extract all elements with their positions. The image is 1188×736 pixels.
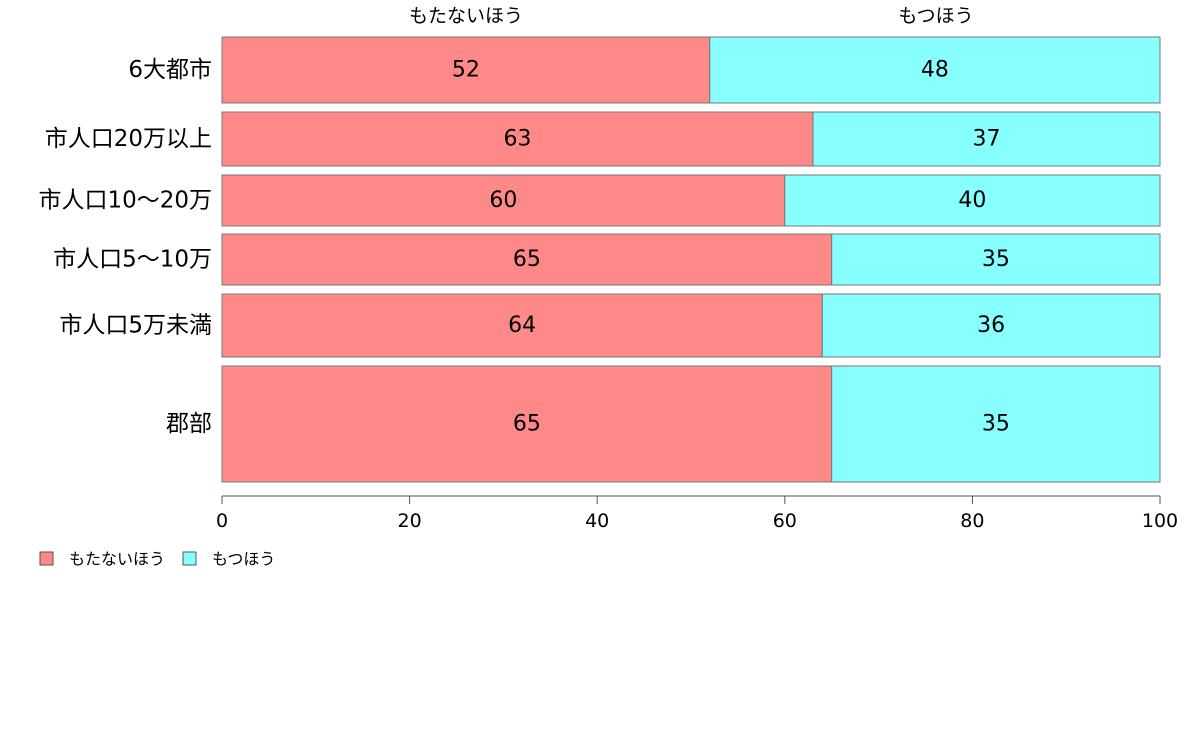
- category-label-3: 市人口5〜10万: [53, 247, 212, 273]
- segment-value-label-0-0: 52: [452, 58, 480, 83]
- segment-value-label-1-0: 48: [921, 58, 949, 83]
- bar-segment-0-1: [221, 111, 814, 167]
- legend-swatch-0: [39, 551, 54, 566]
- segment-value-label-1-1: 37: [972, 127, 1000, 152]
- x-tick-label-5: 100: [1142, 510, 1178, 532]
- x-axis: 0 20 40 60 80 100: [216, 495, 1178, 532]
- bar-segment-0-3: [221, 233, 833, 286]
- segment-value-label-1-3: 35: [982, 247, 1010, 272]
- bar-segment-1-1: [812, 111, 1161, 167]
- segment-value-label-1-2: 40: [958, 188, 986, 213]
- column-header-left: もたないほう: [409, 5, 523, 27]
- segment-value-label-1-5: 35: [982, 412, 1010, 437]
- legend-label-0: もたないほう: [69, 550, 165, 569]
- bar-segment-0-4: [221, 293, 823, 358]
- legend: もたないほう もつほう: [39, 550, 275, 569]
- bar-segment-1-0: [709, 36, 1161, 104]
- x-tick-label-1: 20: [398, 510, 422, 532]
- segment-value-label-0-5: 65: [513, 412, 541, 437]
- column-header-right: もつほう: [898, 5, 973, 27]
- x-tick-label-4: 80: [960, 510, 984, 532]
- bar-segment-0-0: [221, 36, 711, 104]
- bar-segment-1-2: [784, 174, 1161, 227]
- category-label-2: 市人口10〜20万: [38, 188, 212, 214]
- bar-segment-1-3: [831, 233, 1161, 286]
- bar-segment-1-5: [831, 365, 1161, 483]
- x-tick-label-3: 60: [773, 510, 797, 532]
- segment-value-label-0-2: 60: [489, 188, 517, 213]
- segment-value-label-0-3: 65: [513, 247, 541, 272]
- bar-segment-0-2: [221, 174, 786, 227]
- bar-segment-1-4: [821, 293, 1161, 358]
- bar-area: 52 48 63 37 60 40 65 35 64 36 65 35: [221, 36, 1161, 483]
- segment-value-label-0-4: 64: [508, 313, 536, 338]
- column-headers: もたないほう もつほう: [409, 5, 974, 27]
- category-label-0: 6大都市: [128, 57, 212, 83]
- segment-value-label-1-4: 36: [977, 313, 1005, 338]
- category-label-5: 郡部: [166, 411, 212, 437]
- category-label-4: 市人口5万未満: [59, 313, 212, 339]
- legend-label-1: もつほう: [212, 550, 275, 569]
- legend-swatch-1: [182, 551, 197, 566]
- x-tick-label-0: 0: [216, 510, 228, 532]
- x-tick-label-2: 40: [585, 510, 609, 532]
- category-label-1: 市人口20万以上: [45, 126, 212, 152]
- segment-value-label-0-1: 63: [503, 127, 531, 152]
